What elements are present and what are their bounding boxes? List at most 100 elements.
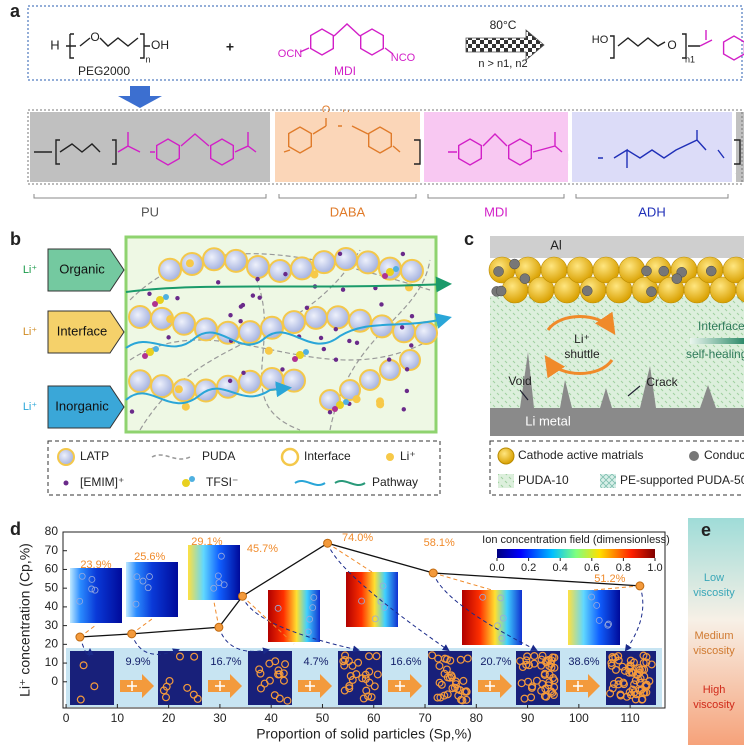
legend-swatch xyxy=(294,480,326,486)
reactant-name: PEG2000 xyxy=(78,64,130,78)
emim-ion xyxy=(250,293,256,298)
bond xyxy=(150,132,257,153)
x-tick-label: 10 xyxy=(111,711,125,725)
latp-particle xyxy=(260,367,284,392)
solid-particle xyxy=(359,694,368,703)
solid-particle xyxy=(642,658,651,667)
solid-particle xyxy=(532,676,541,685)
solid-particle xyxy=(345,684,354,693)
legend-label: PUDA xyxy=(202,449,235,463)
solid-particle xyxy=(344,657,353,666)
li-pathway xyxy=(125,381,292,405)
bond xyxy=(414,139,421,165)
defect-label: Crack xyxy=(646,375,678,389)
increment-label: 16.6% xyxy=(390,656,421,668)
conductive-agent xyxy=(493,266,504,277)
conductive-agent xyxy=(495,285,507,297)
tfsi-ion xyxy=(146,348,154,356)
solid-particle xyxy=(629,658,638,667)
inset-particle xyxy=(499,614,507,622)
viscosity-label: High xyxy=(703,684,726,696)
legend-label: Pathway xyxy=(372,475,418,489)
emim-ion xyxy=(399,325,405,330)
solid-particle xyxy=(340,655,349,664)
guide-arrow xyxy=(213,601,220,628)
reaction-condition: n > n1, n2 xyxy=(478,58,527,70)
bond xyxy=(283,118,401,153)
increment-label: 9.9% xyxy=(125,656,150,668)
viscosity-bar xyxy=(688,518,744,745)
shuttle-arrow xyxy=(544,355,614,379)
tfsi-ion xyxy=(343,399,349,405)
tfsi-ion xyxy=(156,296,164,304)
layer-label: Li metal xyxy=(525,413,571,428)
x-tick-label: 90 xyxy=(521,711,535,725)
solid-particle xyxy=(545,670,554,679)
data-label: 74.0% xyxy=(342,532,373,544)
solid-particle xyxy=(620,680,629,689)
colorbar-tick-label: 0.6 xyxy=(584,562,599,574)
guide-arrow xyxy=(218,627,270,655)
solid-particle xyxy=(428,651,437,660)
latp-particle xyxy=(359,369,381,391)
solid-particle xyxy=(283,696,292,705)
field-inset xyxy=(126,562,178,617)
legend-swatch xyxy=(600,474,616,488)
inset-particle xyxy=(371,615,379,623)
conductive-agent xyxy=(671,273,683,284)
conductive-agent xyxy=(581,285,593,297)
particle-box xyxy=(70,651,114,705)
ion-label: Li⁺ xyxy=(23,264,38,276)
plot-frame xyxy=(62,531,666,709)
solid-particle xyxy=(256,669,265,678)
legend-label: LATP xyxy=(80,449,109,463)
solid-particle xyxy=(548,688,557,697)
atom-label: OH xyxy=(151,38,169,52)
cathode-particle xyxy=(735,277,744,303)
inset-particle xyxy=(306,615,314,623)
inset-particle xyxy=(214,572,222,580)
field-inset xyxy=(268,590,320,642)
emim-ion xyxy=(333,357,339,362)
li-pathway xyxy=(125,313,452,349)
bond xyxy=(34,139,117,165)
solid-particle xyxy=(459,676,468,685)
legend-swatch xyxy=(63,480,69,486)
solid-particle xyxy=(340,686,349,695)
emim-ion xyxy=(409,343,414,348)
guide-arrow xyxy=(242,595,295,645)
bond xyxy=(79,37,139,47)
channel-name: Inorganic xyxy=(55,398,109,413)
inset-particle xyxy=(217,552,225,560)
legend-label: TFSI⁻ xyxy=(206,475,238,489)
field-inset xyxy=(346,572,398,627)
emim-ion xyxy=(228,313,233,318)
latp-particle xyxy=(326,305,350,330)
benzene-ring xyxy=(722,35,744,61)
solid-particle xyxy=(607,658,616,667)
bond xyxy=(734,139,741,165)
solid-particle xyxy=(175,652,184,661)
latp-particle xyxy=(150,374,174,399)
data-point xyxy=(323,538,333,548)
x-tick-label: 70 xyxy=(418,711,432,725)
channel-arrow xyxy=(47,248,125,292)
solid-particle xyxy=(361,670,370,679)
bond xyxy=(140,33,150,59)
latp-particle xyxy=(399,349,421,371)
guide-arrow xyxy=(131,633,180,656)
bond xyxy=(117,132,141,153)
reaction-arrow xyxy=(465,29,545,61)
viscosity-label: Medium xyxy=(694,630,733,642)
inset-particle xyxy=(88,576,96,583)
solid-particle xyxy=(607,661,616,670)
data-point xyxy=(127,629,137,639)
guide-arrow xyxy=(624,585,644,652)
x-tick-label: 40 xyxy=(265,711,279,725)
inset-particle xyxy=(274,604,282,612)
y-tick-label: 40 xyxy=(45,599,59,613)
legend-label: Cathode active matrials xyxy=(518,448,643,462)
plus-icon xyxy=(573,681,583,691)
solid-particle xyxy=(345,682,354,691)
